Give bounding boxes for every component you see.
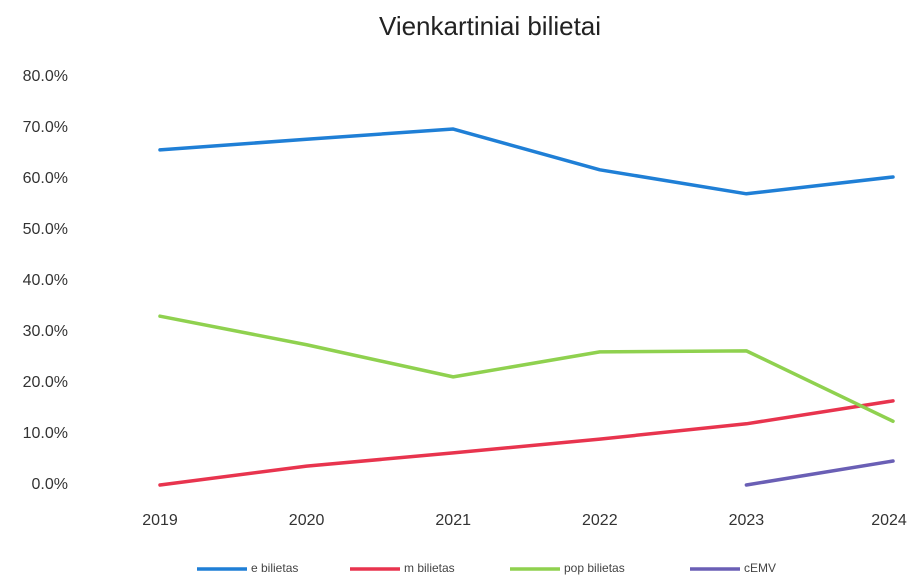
x-tick-label: 2022 xyxy=(582,512,618,529)
legend-label: cEMV xyxy=(744,561,776,575)
y-tick-label: 70.0% xyxy=(23,119,68,136)
y-tick-label: 10.0% xyxy=(23,425,68,442)
legend-label: e bilietas xyxy=(251,561,298,575)
x-tick-label: 2021 xyxy=(435,512,471,529)
y-tick-label: 80.0% xyxy=(23,68,68,85)
y-tick-label: 30.0% xyxy=(23,323,68,340)
x-tick-label: 2024 xyxy=(871,512,907,529)
x-tick-label: 2020 xyxy=(289,512,325,529)
x-tick-label: 2019 xyxy=(142,512,178,529)
y-tick-label: 60.0% xyxy=(23,170,68,187)
y-tick-label: 40.0% xyxy=(23,272,68,289)
series-line xyxy=(158,314,895,423)
series-line xyxy=(744,459,895,487)
legend-label: m bilietas xyxy=(404,561,455,575)
series-line xyxy=(158,399,895,487)
y-tick-label: 20.0% xyxy=(23,374,68,391)
series-line xyxy=(158,127,895,196)
y-tick-label: 50.0% xyxy=(23,221,68,238)
legend-label: pop bilietas xyxy=(564,561,625,575)
x-tick-label: 2023 xyxy=(729,512,765,529)
y-tick-label: 0.0% xyxy=(32,476,68,493)
chart-title: Vienkartiniai bilietai xyxy=(379,11,601,41)
